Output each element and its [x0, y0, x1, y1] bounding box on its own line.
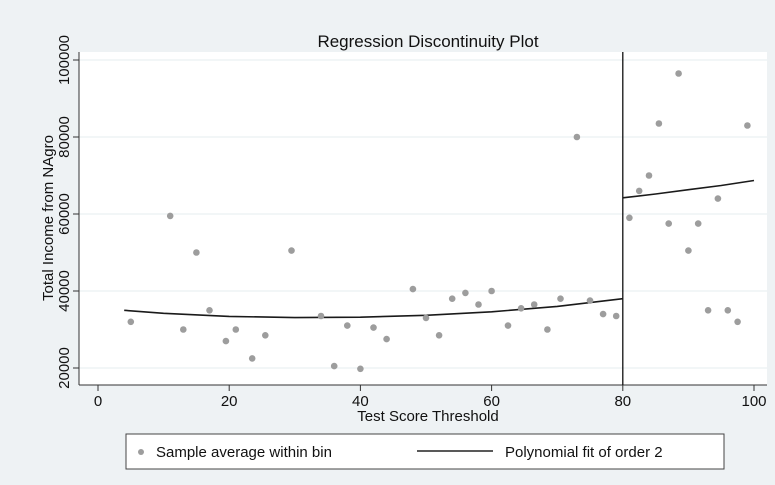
scatter-point — [586, 297, 594, 304]
scatter-point — [557, 295, 564, 303]
scatter-point — [475, 301, 482, 308]
scatter-point — [435, 332, 443, 339]
scatter-point — [655, 120, 663, 127]
scatter-point — [127, 318, 135, 326]
legend-label-line: Polynomial fit of order 2 — [505, 444, 663, 461]
x-tick-label: 100 — [741, 393, 766, 410]
legend-marker-scatter — [138, 449, 144, 455]
scatter-point — [370, 324, 377, 331]
scatter-point — [517, 305, 525, 312]
scatter-point — [714, 195, 722, 202]
scatter-point — [232, 326, 240, 333]
y-tick-label: 80000 — [56, 116, 73, 158]
scatter-point — [193, 249, 200, 256]
legend: Sample average within bin Polynomial fit… — [125, 433, 725, 470]
scatter-point — [645, 172, 653, 179]
fit-line-right — [622, 179, 755, 199]
x-tick-label: 20 — [221, 393, 238, 410]
x-tick-label: 80 — [614, 393, 631, 410]
legend-label-scatter: Sample average within bin — [156, 444, 332, 461]
scatter-point — [694, 220, 702, 227]
scatter-point — [599, 310, 607, 318]
scatter-point — [180, 326, 187, 333]
scatter-point — [665, 220, 672, 227]
scatter-point — [448, 295, 456, 303]
x-tick-label: 40 — [352, 393, 369, 410]
y-tick-label: 60000 — [56, 193, 73, 235]
scatter-point — [544, 326, 551, 333]
gridlines — [79, 59, 767, 369]
scatter-point — [573, 133, 581, 141]
y-axis-label: Total Income from NAgro — [40, 135, 57, 301]
fit-line-left — [124, 297, 623, 319]
scatter-point — [462, 289, 469, 297]
scatter-point — [357, 365, 364, 373]
axes: 20000 40000 60000 80000 100000 0 20 40 60 80 100 — [56, 35, 767, 410]
scatter-points — [127, 70, 751, 373]
y-tick-label: 40000 — [56, 270, 73, 312]
y-tick-label: 20000 — [56, 347, 73, 389]
scatter-point — [330, 362, 338, 370]
scatter-point — [409, 285, 417, 293]
x-tick-label: 60 — [483, 393, 500, 410]
scatter-point — [724, 307, 732, 314]
scatter-point — [704, 307, 712, 314]
scatter-point — [248, 355, 256, 362]
scatter-point — [685, 247, 692, 254]
scatter-point — [383, 335, 390, 343]
scatter-point — [288, 247, 295, 254]
scatter-point — [222, 337, 230, 345]
scatter-point — [734, 318, 741, 326]
y-tick-label: 100000 — [56, 35, 73, 85]
scatter-point — [530, 301, 538, 308]
plot-area — [79, 52, 767, 385]
scatter-point — [344, 322, 351, 329]
scatter-point — [422, 314, 430, 322]
scatter-point — [488, 287, 495, 295]
x-tick-label: 0 — [94, 393, 102, 410]
scatter-point — [317, 312, 325, 320]
scatter-point — [744, 122, 751, 129]
scatter-point — [206, 307, 213, 314]
x-axis-label: Test Score Threshold — [357, 408, 498, 425]
scatter-point — [626, 214, 633, 222]
scatter-point — [635, 187, 643, 195]
scatter-point — [504, 322, 512, 329]
chart-title: Regression Discontinuity Plot — [317, 32, 538, 51]
scatter-point — [166, 212, 174, 220]
scatter-point — [612, 312, 620, 320]
scatter-point — [262, 332, 269, 339]
scatter-point — [675, 70, 682, 77]
polynomial-fit — [124, 179, 755, 319]
